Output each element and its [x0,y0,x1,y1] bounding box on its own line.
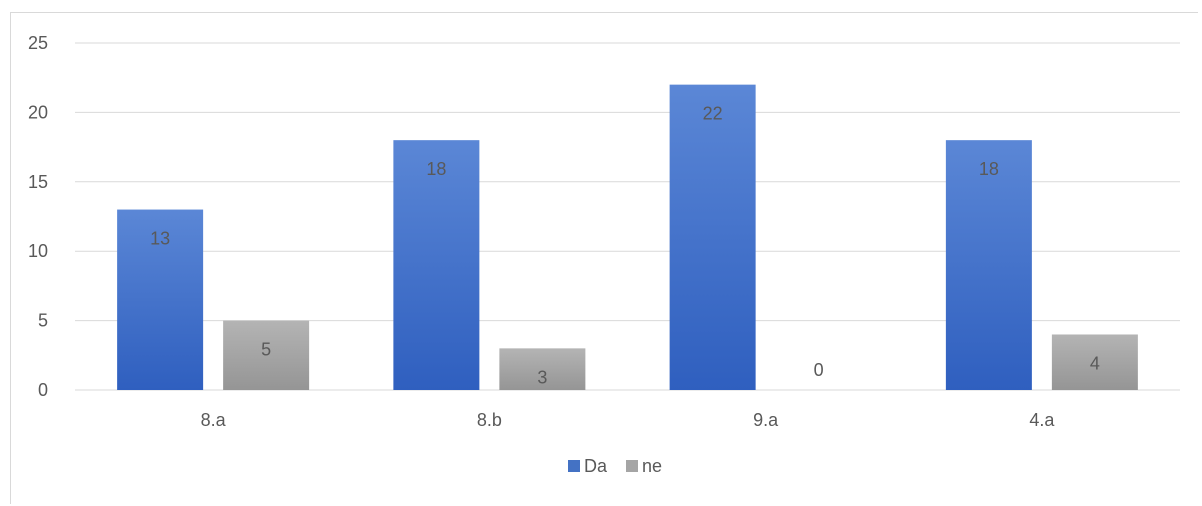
y-tick-label: 0 [38,380,48,400]
y-tick-label: 5 [38,311,48,331]
legend-swatch-ne [626,460,638,472]
y-tick-label: 20 [28,102,48,122]
y-tick-label: 25 [28,33,48,53]
x-tick-label: 4.a [1029,410,1055,430]
legend-swatch-da [568,460,580,472]
data-label: 13 [150,229,170,249]
legend-label-ne: ne [642,456,662,476]
legend: Da ne [568,456,662,476]
data-label: 18 [426,159,446,179]
bar-da-4.a [945,140,1032,390]
x-axis: 8.a 8.b 9.a 4.a [201,410,1056,430]
data-label: 18 [979,159,999,179]
y-tick-label: 15 [28,172,48,192]
bar-ne-4.a [1051,334,1138,390]
bar-ne-8.b [499,348,586,390]
data-label: 4 [1090,353,1100,373]
bars [117,84,1138,390]
x-tick-label: 9.a [753,410,779,430]
bar-da-8.b [393,140,480,390]
bar-ne-8.a [223,320,310,390]
x-tick-label: 8.a [201,410,227,430]
y-tick-label: 10 [28,241,48,261]
data-label: 3 [537,367,547,387]
data-label: 22 [703,104,723,124]
x-tick-label: 8.b [477,410,502,430]
legend-label-da: Da [584,456,608,476]
data-label: 5 [261,340,271,360]
data-labels: 13 5 18 3 22 0 18 4 [150,104,1100,388]
bar-da-8.a [117,209,204,390]
y-axis: 0 5 10 15 20 25 [28,33,48,400]
data-label: 0 [814,360,824,380]
chart-frame [10,12,1198,504]
bar-da-9.a [669,84,756,390]
